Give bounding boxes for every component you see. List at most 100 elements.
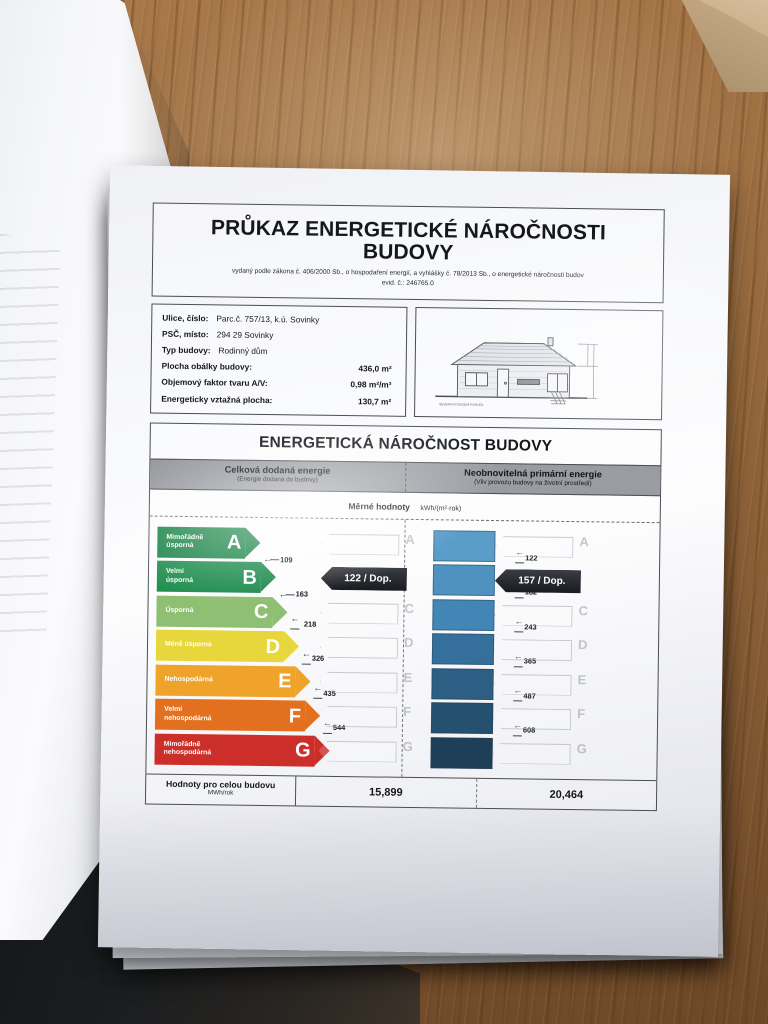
energy-value-placeholder-g [319, 740, 397, 762]
energy-class-row: Velmi nehospodárná F ←— 544 [154, 698, 345, 737]
scale-tick-value: 218 [303, 619, 317, 629]
totals-label-cell: Hodnoty pro celou budovu MWh/rok [145, 774, 297, 806]
info-value-street: Parc.č. 757/13, k.ú. Sovinky [216, 313, 320, 325]
energy-class-band-f: Velmi nehospodárná F [154, 698, 306, 732]
energy-class-row: Méně úsporná D ←— 326 [155, 629, 324, 668]
energy-value-placeholder-g [492, 743, 570, 765]
energy-class-label: Úsporná [165, 606, 194, 615]
primary-energy-bar-c [432, 598, 495, 631]
energy-performance-section: ENERGETICKÁ NÁROČNOST BUDOVY Celková dod… [144, 422, 662, 812]
info-line-shape-factor: Objemový faktor tvaru A/V: 0,98 m²/m³ [161, 377, 395, 391]
energy-value-badge-label: 157 / Dop. [518, 575, 566, 587]
energy-class-letter: B [242, 566, 258, 589]
energy-scale-chart: Mimořádně úsporná A ←— 109 Velmi úsporná B ←— 1… [146, 516, 659, 780]
page-title: PRŮKAZ ENERGETICKÉ NÁROČNOSTI BUDOVY [210, 216, 607, 265]
energy-class-band-d: Méně úsporná D [155, 629, 285, 663]
building-info-row: Ulice, číslo: Parc.č. 757/13, k.ú. Sovin… [150, 303, 664, 420]
primary-energy-bar-g [430, 736, 493, 769]
energy-value-placeholder-a [321, 533, 399, 555]
building-illustration-box: SEVEROVÝCHODNÍ POHLED [414, 306, 664, 420]
units-value: kWh/(m²·rok) [420, 504, 462, 513]
energy-class-band-g: Mimořádně nehospodárná G [154, 733, 315, 767]
energy-value-placeholder-d [494, 639, 572, 661]
primary-energy-bar-row [430, 736, 493, 772]
energy-value-placeholder-c [320, 602, 398, 624]
primary-energy-bars: ←—122←—182←—243←—365←—487←—608 [414, 529, 538, 773]
primary-energy-bar-row: ←— 365 [431, 633, 536, 671]
energy-class-row: Úsporná C ←— 218 [156, 595, 317, 633]
energy-class-row: Mimořádně úsporná A ←— 109 [157, 526, 317, 564]
info-line-envelope-area: Plocha obálky budovy: 436,0 m² [162, 361, 396, 374]
column-header-primary-energy: Neobnovitelná primární energie (Vliv pro… [406, 462, 661, 494]
curled-page-text-lines [0, 220, 61, 650]
document-content: PRŮKAZ ENERGETICKÉ NÁROČNOSTI BUDOVY vyd… [144, 202, 665, 812]
info-line-reference-area: Energeticky vztažná plocha: 130,7 m² [161, 393, 395, 406]
placeholder-class-letter: D [577, 637, 588, 653]
placeholder-class-letter: C [404, 600, 415, 616]
placeholder-class-letter: A [579, 533, 589, 549]
energy-value-placeholder-f [319, 706, 397, 728]
energy-class-band-b: Velmi úsporná B [156, 560, 262, 594]
energy-class-letter: G [294, 739, 311, 762]
energy-class-band-a: Mimořádně úsporná A [157, 526, 246, 559]
energy-value-placeholder-e [319, 671, 397, 693]
primary-energy-bar-row: ←— 608 [430, 702, 535, 740]
primary-energy-bar-row: ←— 243 [432, 598, 537, 636]
energy-class-band-c: Úsporná C [156, 595, 273, 628]
energy-class-row: Velmi úsporná B ←— 163 [156, 560, 317, 599]
placeholder-class-letter: E [403, 669, 413, 685]
document-subtitle: vydaný podle zákona č. 406/2000 Sb., o h… [163, 266, 653, 292]
energy-class-row: Nehospodárná E ←— 435 [155, 664, 336, 703]
placeholder-class-letter: D [403, 634, 414, 651]
energy-value-badge-label: 122 / Dop. [344, 573, 392, 585]
illustration-caption: SEVEROVÝCHODNÍ POHLED [439, 402, 484, 407]
primary-energy-bar-a [433, 529, 496, 562]
energy-class-label: Méně úsporná [164, 641, 212, 649]
energy-class-band-e: Nehospodárná E [155, 664, 296, 697]
energy-class-label: Mimořádně nehospodárná [163, 740, 212, 757]
info-line-postcode: PSČ, místo: 294 29 Sovinky [162, 328, 396, 342]
units-label: Měrné hodnoty [348, 500, 411, 512]
placeholder-class-letter: G [576, 740, 587, 756]
house-elevation-drawing: SEVEROVÝCHODNÍ POHLED [435, 337, 598, 407]
energy-class-row: Mimořádně nehospodárná G [154, 733, 315, 770]
energy-class-letter: E [278, 670, 292, 693]
document-header-box: PRŮKAZ ENERGETICKÉ NÁROČNOSTI BUDOVY vyd… [151, 202, 665, 304]
energy-value-badge: 122 / Dop. [321, 567, 407, 591]
info-value-envelope-area: 436,0 m² [358, 363, 392, 374]
energy-value-badge: 157 / Dop. [495, 569, 581, 593]
energy-value-placeholder-d [320, 637, 398, 659]
primary-energy-bar-f [430, 702, 494, 735]
primary-energy-bar-b [432, 564, 496, 597]
info-label-street: Ulice, číslo: [162, 312, 209, 324]
info-label-reference-area: Energeticky vztažná plocha: [161, 393, 273, 405]
info-value-building-type: Rodinný dům [218, 345, 268, 357]
placeholder-class-letter: C [578, 602, 588, 618]
placeholder-class-letter: F [403, 703, 412, 719]
info-value-postcode: 294 29 Sovinky [216, 329, 274, 341]
placeholder-class-letter: E [577, 671, 587, 687]
chart-right-column: ←—122←—182←—243←—365←—487←—608 A 157 / Do… [414, 529, 659, 775]
sheet-bottom-shade [97, 797, 721, 957]
info-value-shape-factor: 0,98 m²/m³ [350, 379, 392, 391]
column-header-total-energy: Celková dodaná energie (Energie dodaná d… [150, 459, 406, 492]
energy-class-letter: C [253, 600, 269, 624]
primary-energy-bar-e [431, 667, 494, 700]
energy-class-label: Velmi nehospodárná [164, 706, 212, 722]
energy-class-scale: Mimořádně úsporná A ←— 109 Velmi úsporná B ←— 1… [146, 526, 345, 770]
chart-left-column: Mimořádně úsporná A ←— 109 Velmi úsporná B ←— 1… [146, 526, 417, 771]
primary-energy-bar-row: ←— 122 [433, 529, 538, 567]
info-label-shape-factor: Objemový faktor tvaru A/V: [161, 377, 268, 389]
energy-class-letter: D [265, 635, 281, 658]
document-sheet: PRŮKAZ ENERGETICKÉ NÁROČNOSTI BUDOVY vyd… [97, 165, 731, 957]
energy-class-letter: A [226, 531, 242, 554]
info-line-street: Ulice, číslo: Parc.č. 757/13, k.ú. Sovin… [162, 312, 396, 326]
energy-class-label: Nehospodárná [164, 675, 213, 684]
energy-value-placeholder-c [494, 605, 572, 627]
info-label-postcode: PSČ, místo: [162, 328, 209, 340]
left-marker-column: A 122 / Dop. C D E F G [318, 528, 417, 771]
placeholder-class-letter: F [577, 706, 586, 722]
totals-value-total-energy: 15,899 [295, 776, 477, 808]
energy-class-letter: F [288, 704, 302, 728]
primary-energy-bar-row: ←—182 [432, 564, 537, 602]
